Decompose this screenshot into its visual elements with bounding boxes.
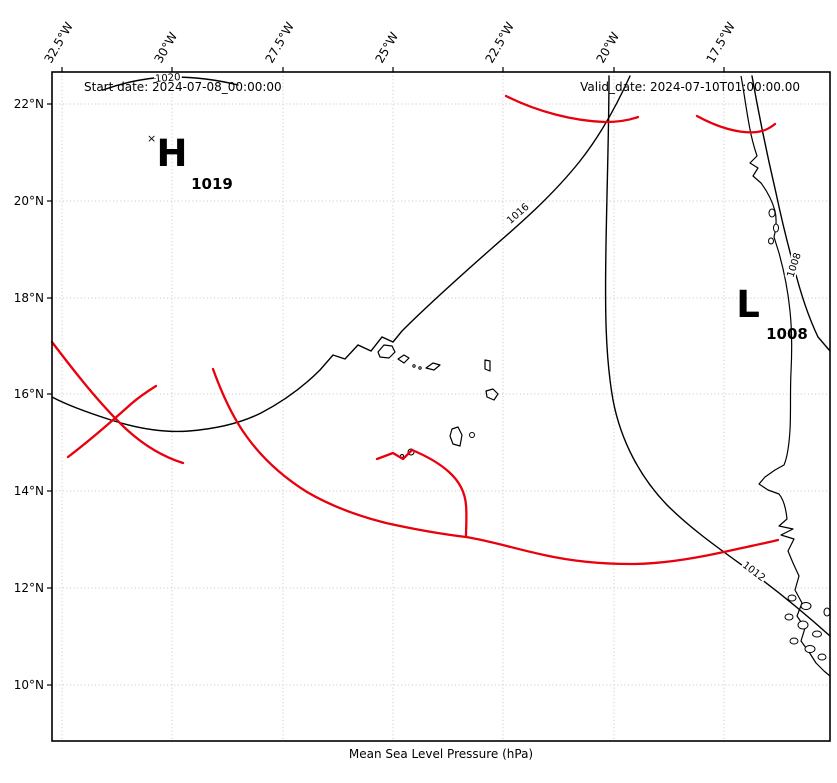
red-front-branch [375,448,468,539]
y-tick-label: 18°N [14,291,44,305]
isobar-layer [51,75,831,637]
isobar-label-1016: 1016 [505,202,531,227]
x-tick-label: 30°W [151,30,180,66]
red-front-left-b [66,384,158,459]
x-tick-label: 27.5°W [262,20,296,66]
tick-marks [47,67,725,686]
island [812,630,822,638]
low-symbol: L [736,283,760,326]
x-tick-label: 20°W [593,30,622,66]
red-front-left-a [50,340,185,465]
island [787,594,797,602]
island [397,354,410,364]
island [418,366,422,370]
y-tick-label: 10°N [14,678,44,692]
island [768,208,776,218]
y-axis-labels: 22°N 20°N 18°N 16°N 14°N 12°N 10°N [14,97,44,692]
isobar-1016 [51,75,631,433]
isobar-1008 [751,75,831,352]
isobar-1012 [604,75,831,637]
isobar-label-1008: 1008 [785,251,803,279]
y-tick-label: 20°N [14,194,44,208]
start-date-label: Start date: 2024-07-08_00:00:00 [84,80,282,94]
island [485,388,499,401]
isobar-1020 [102,76,239,91]
y-tick-label: 12°N [14,581,44,595]
island [469,432,475,438]
x-tick-label: 17.5°W [703,20,737,66]
island [449,426,463,447]
island [377,344,396,359]
coastline-west-africa [740,75,831,677]
island [817,653,827,661]
grid [52,72,830,741]
island [789,637,799,645]
low-value: 1008 [766,325,808,343]
valid-date-label: Valid_date: 2024-07-10T01:00:00.00 [580,80,800,94]
y-tick-label: 16°N [14,387,44,401]
x-tick-label: 25°W [372,30,401,66]
island [804,645,816,653]
island [784,613,794,621]
island [412,364,416,368]
x-axis-labels: 32.5°W 30°W 27.5°W 25°W 22.5°W 20°W 17.5… [41,20,737,66]
island [797,620,809,630]
y-tick-label: 14°N [14,484,44,498]
red-front-top-right [695,114,777,134]
high-pressure-marker: × H 1019 [147,132,233,193]
isobar-labels: 1020 1016 1012 1008 [153,70,806,586]
front-layer [50,94,780,566]
high-center-x-marker: × [147,132,156,145]
island [425,362,441,371]
island [823,607,831,617]
x-tick-label: 32.5°W [41,20,75,66]
island [484,359,491,372]
red-front-top-middle [504,94,640,124]
high-symbol: H [157,132,188,175]
isobar-label-1012: 1012 [740,560,767,584]
coastline-layer [377,75,831,677]
island [800,602,812,610]
plot-frame [51,71,831,742]
high-value: 1019 [191,175,233,193]
island [773,223,779,233]
y-tick-label: 22°N [14,97,44,111]
island [768,237,774,245]
x-tick-label: 22.5°W [482,20,516,66]
low-pressure-marker: L 1008 [736,283,808,343]
figure-caption: Mean Sea Level Pressure (hPa) [349,747,533,761]
isobar-label-1020: 1020 [155,72,181,85]
